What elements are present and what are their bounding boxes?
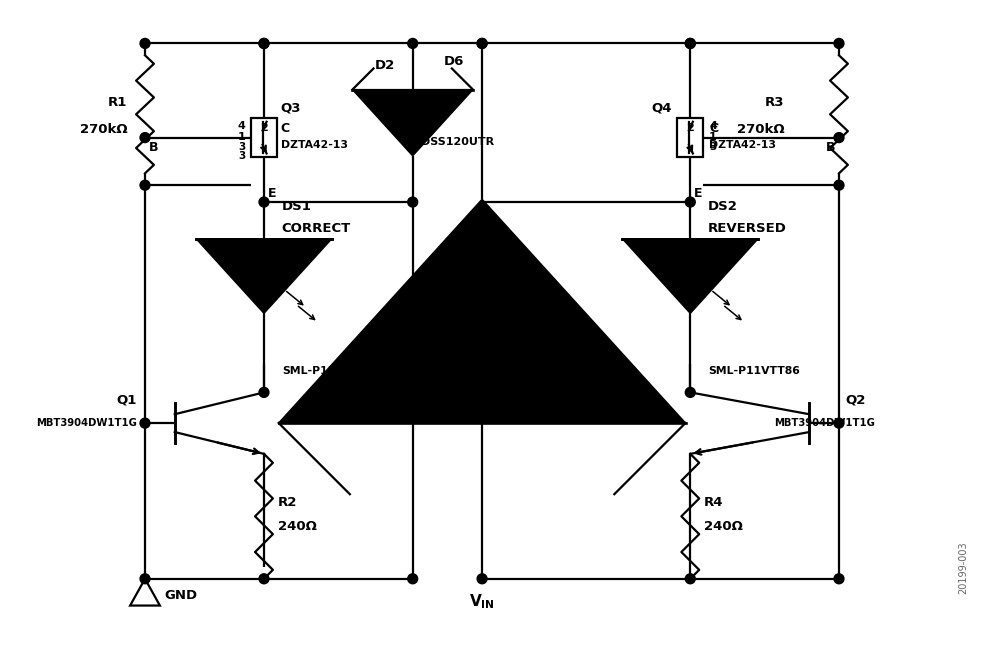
Circle shape bbox=[408, 574, 417, 584]
Text: R3: R3 bbox=[765, 96, 785, 109]
Circle shape bbox=[140, 132, 150, 143]
Circle shape bbox=[140, 180, 150, 190]
Text: Q1: Q1 bbox=[117, 393, 137, 406]
Text: DSS120UTR: DSS120UTR bbox=[420, 136, 494, 147]
Text: E: E bbox=[694, 187, 703, 200]
Text: DSS120UTR: DSS120UTR bbox=[490, 331, 563, 341]
Text: 270kΩ: 270kΩ bbox=[80, 123, 127, 136]
Circle shape bbox=[140, 418, 150, 428]
Circle shape bbox=[685, 574, 695, 584]
Text: C: C bbox=[709, 121, 718, 134]
Polygon shape bbox=[196, 239, 332, 313]
Text: C: C bbox=[281, 121, 290, 134]
Text: 3: 3 bbox=[238, 142, 246, 152]
Circle shape bbox=[259, 574, 269, 584]
Circle shape bbox=[834, 418, 844, 428]
Text: R1: R1 bbox=[108, 96, 127, 109]
Text: DS2: DS2 bbox=[708, 200, 738, 213]
Circle shape bbox=[259, 388, 269, 397]
Text: B: B bbox=[149, 141, 158, 154]
Text: 240Ω: 240Ω bbox=[704, 520, 743, 533]
Text: 1: 1 bbox=[238, 132, 246, 141]
Circle shape bbox=[685, 197, 695, 207]
Text: SML-P11VTT86: SML-P11VTT86 bbox=[708, 366, 800, 375]
Circle shape bbox=[140, 39, 150, 48]
Text: Q3: Q3 bbox=[281, 102, 301, 115]
Circle shape bbox=[834, 39, 844, 48]
Circle shape bbox=[477, 39, 487, 48]
Text: DZTA42-13: DZTA42-13 bbox=[281, 140, 348, 149]
Text: 3: 3 bbox=[238, 151, 246, 162]
Circle shape bbox=[408, 39, 417, 48]
Text: DS1: DS1 bbox=[282, 200, 311, 213]
Text: CORRECT: CORRECT bbox=[282, 222, 351, 234]
Text: 3: 3 bbox=[709, 142, 716, 152]
Text: GND: GND bbox=[165, 589, 198, 601]
Text: B: B bbox=[826, 141, 835, 154]
Text: R4: R4 bbox=[704, 496, 724, 510]
Text: 4: 4 bbox=[709, 121, 717, 131]
Text: V$_{\mathregular{IN}}$: V$_{\mathregular{IN}}$ bbox=[469, 592, 495, 611]
Circle shape bbox=[834, 574, 844, 584]
Bar bbox=[251, 118, 277, 158]
Text: D2: D2 bbox=[374, 59, 395, 72]
Text: 270kΩ: 270kΩ bbox=[736, 123, 785, 136]
Polygon shape bbox=[279, 199, 685, 423]
Text: 2: 2 bbox=[260, 123, 268, 134]
Text: R2: R2 bbox=[278, 496, 298, 510]
Text: MBT3904DW1T1G: MBT3904DW1T1G bbox=[775, 418, 875, 428]
Circle shape bbox=[685, 39, 695, 48]
Circle shape bbox=[140, 574, 150, 584]
Text: 2: 2 bbox=[686, 123, 694, 134]
Text: 20199-003: 20199-003 bbox=[957, 541, 968, 594]
Circle shape bbox=[259, 39, 269, 48]
Circle shape bbox=[685, 39, 695, 48]
Circle shape bbox=[259, 197, 269, 207]
Text: 1: 1 bbox=[709, 132, 717, 141]
Text: REVERSED: REVERSED bbox=[708, 222, 787, 234]
Polygon shape bbox=[623, 239, 758, 313]
Text: Q2: Q2 bbox=[845, 393, 865, 406]
Text: E: E bbox=[268, 187, 277, 200]
Circle shape bbox=[685, 388, 695, 397]
Circle shape bbox=[834, 132, 844, 143]
Text: DZTA42-13: DZTA42-13 bbox=[709, 140, 776, 149]
Text: MBT3904DW1T1G: MBT3904DW1T1G bbox=[36, 418, 137, 428]
Circle shape bbox=[259, 39, 269, 48]
Text: 240Ω: 240Ω bbox=[278, 520, 317, 533]
Text: SML-P11MTT86R: SML-P11MTT86R bbox=[282, 366, 385, 375]
Circle shape bbox=[834, 180, 844, 190]
Circle shape bbox=[477, 574, 487, 584]
Text: Q4: Q4 bbox=[651, 102, 672, 115]
Text: D6: D6 bbox=[444, 56, 464, 68]
Bar bbox=[678, 118, 703, 158]
Text: 4: 4 bbox=[238, 121, 246, 131]
Polygon shape bbox=[131, 579, 160, 605]
Circle shape bbox=[477, 39, 487, 48]
Polygon shape bbox=[353, 90, 473, 156]
Circle shape bbox=[408, 197, 417, 207]
